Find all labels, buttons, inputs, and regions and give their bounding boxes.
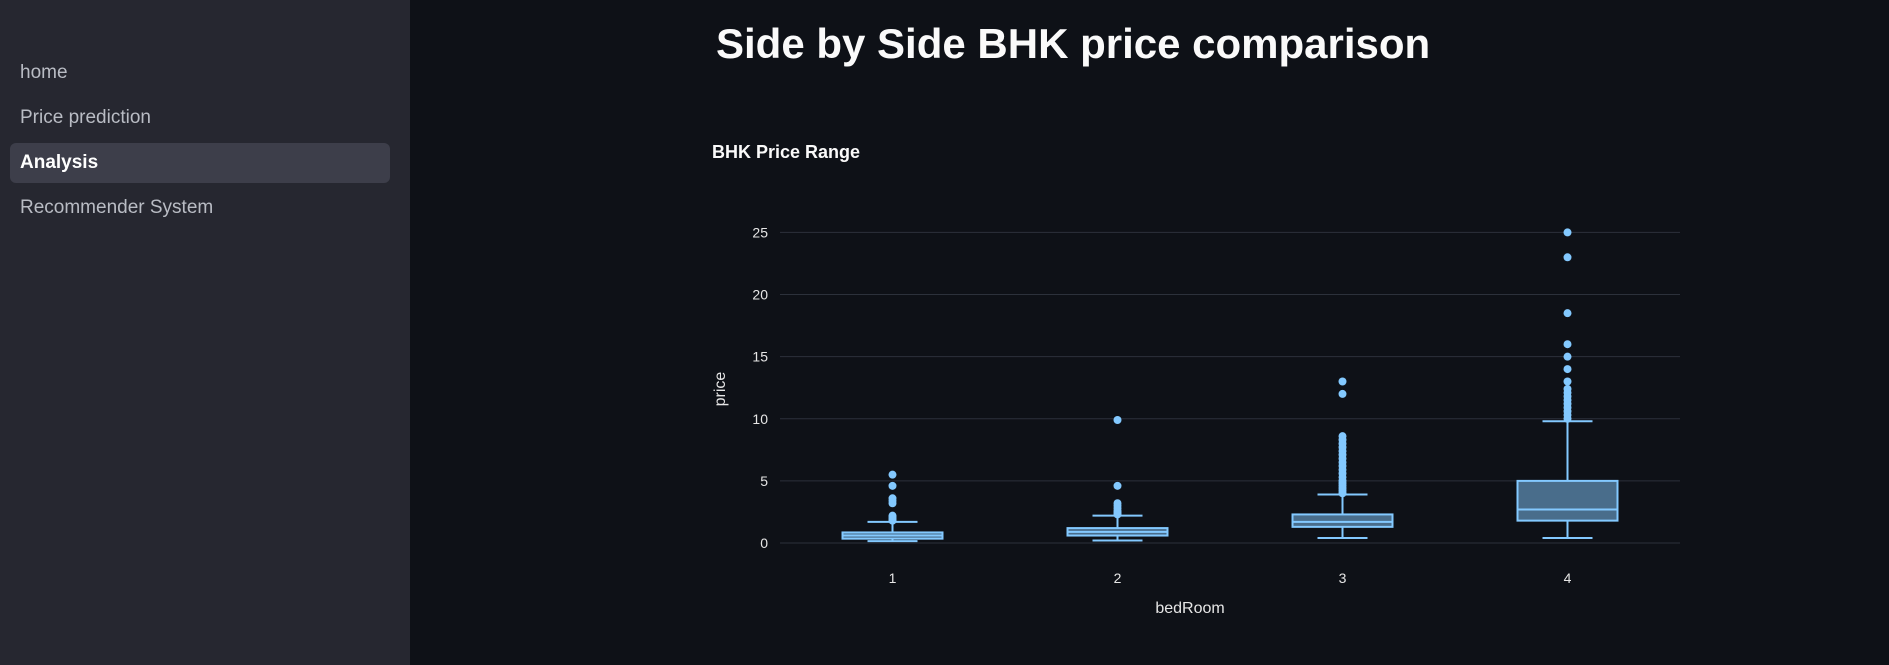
outlier-point	[1338, 389, 1347, 398]
x-axis-title: bedRoom	[1155, 600, 1224, 617]
box-1[interactable]	[841, 470, 944, 543]
sidebar-item-analysis[interactable]: Analysis	[10, 143, 390, 183]
outlier-point	[1113, 499, 1122, 508]
box-4[interactable]	[1516, 228, 1619, 540]
outlier-point	[888, 494, 897, 503]
y-tick-label-15: 15	[752, 349, 768, 365]
outlier-point	[1563, 253, 1572, 262]
box-3[interactable]	[1291, 377, 1394, 540]
outlier-point	[1563, 309, 1572, 318]
sidebar: home Price prediction Analysis Recommend…	[0, 0, 410, 665]
outlier-point	[888, 470, 897, 479]
outlier-point	[1113, 481, 1122, 490]
page-title: Side by Side BHK price comparison	[716, 20, 1431, 67]
grid-lines	[780, 231, 1680, 544]
sidebar-item-home[interactable]: home	[20, 62, 68, 83]
iqr-box-3	[1291, 513, 1394, 528]
box-2[interactable]	[1066, 416, 1169, 542]
x-tick-label-2: 2	[1114, 570, 1122, 586]
outlier-point	[1338, 432, 1347, 441]
boxes	[841, 228, 1619, 543]
outlier-point	[1563, 228, 1572, 237]
outlier-point	[1563, 365, 1572, 374]
outlier-point	[1563, 384, 1572, 393]
x-tick-labels: 1 2 3 4	[889, 570, 1572, 586]
iqr-box-4	[1516, 479, 1619, 522]
y-tick-label-25: 25	[752, 224, 768, 240]
outlier-point	[1113, 416, 1122, 425]
chart-title: BHK Price Range	[712, 142, 860, 162]
outlier-point	[1338, 377, 1347, 386]
outlier-point	[1563, 352, 1572, 361]
x-tick-label-3: 3	[1339, 570, 1347, 586]
outlier-point	[888, 481, 897, 490]
x-tick-label-1: 1	[889, 570, 897, 586]
y-tick-label-5: 5	[760, 473, 768, 489]
sidebar-nav: home Price prediction Analysis Recommend…	[10, 53, 390, 233]
sidebar-item-price-prediction[interactable]: Price prediction	[20, 107, 151, 128]
y-tick-label-20: 20	[752, 287, 768, 303]
main-content: Side by Side BHK price comparison BHK Pr…	[410, 0, 1889, 665]
outlier-point	[1563, 340, 1572, 349]
sidebar-item-recommender-system[interactable]: Recommender System	[20, 197, 214, 218]
outlier-point	[1563, 377, 1572, 386]
x-tick-label-4: 4	[1564, 570, 1572, 586]
y-tick-label-0: 0	[760, 535, 768, 551]
y-tick-labels: 0 5 10 15 20 25	[752, 224, 768, 551]
y-axis-title: price	[712, 372, 729, 407]
y-tick-label-10: 10	[752, 411, 768, 427]
outlier-point	[888, 511, 897, 520]
